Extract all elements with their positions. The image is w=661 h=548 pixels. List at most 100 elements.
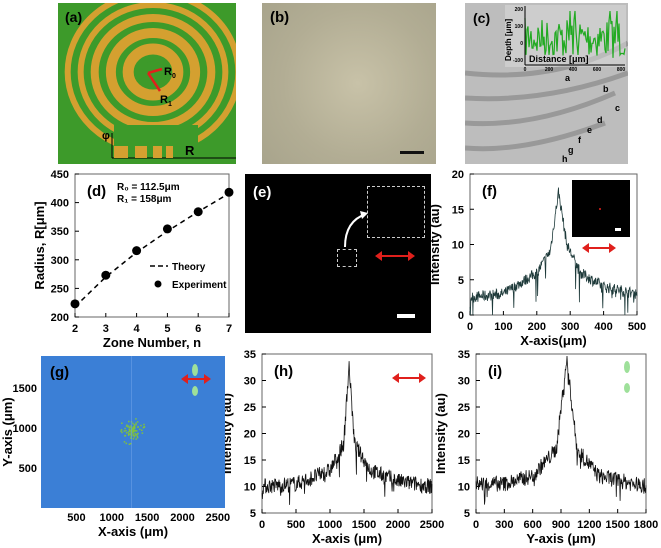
panel-label: (e)	[253, 184, 272, 201]
x-axis-label: Y-axis (μm)	[526, 531, 595, 546]
y-tick-label: 15	[458, 455, 470, 467]
peak-pixel	[128, 420, 130, 423]
y-tick-label: 1000	[13, 423, 37, 435]
peak-pixel	[123, 441, 126, 443]
marker-label: f	[578, 135, 582, 145]
peak-pixel	[139, 428, 141, 431]
peak-pixel	[125, 442, 128, 445]
y-tick-label: 25	[458, 402, 470, 414]
panel-label: (d)	[87, 183, 106, 200]
panel-b-micrograph: (b)	[262, 3, 436, 164]
peak-pixel	[120, 430, 122, 432]
panel-label: (i)	[488, 363, 502, 380]
x-tick-label: 1500	[605, 519, 629, 531]
x-tick-label: 300	[561, 321, 579, 333]
peak-pixel	[135, 424, 137, 426]
y-axis-label: Intensity (au)	[433, 393, 448, 474]
x-tick-label: 0	[259, 519, 265, 531]
double-arrow-icon	[375, 251, 415, 261]
intensity-trace	[469, 187, 638, 316]
x-tick-label: 7	[226, 323, 232, 335]
green-marker	[624, 383, 630, 393]
peak-pixel	[126, 424, 128, 427]
peak-pixel	[127, 433, 130, 435]
peak-pixel	[135, 422, 137, 424]
peak-pixel	[129, 433, 132, 436]
green-marker	[624, 361, 630, 373]
peak-pixel	[121, 431, 123, 434]
x-tick-label: 1800	[634, 519, 658, 531]
peak-pixel	[133, 427, 136, 430]
panel-label: (h)	[274, 363, 293, 380]
r-axis-label: R	[185, 143, 195, 158]
x-tick-label: 2000	[170, 512, 194, 524]
y-axis-label: Radius, R[μm]	[32, 201, 47, 289]
peak-pixel	[127, 425, 130, 427]
y-axis-label: Intensity (au)	[427, 204, 442, 285]
peak-pixel	[120, 428, 123, 431]
peak-pixel	[132, 429, 135, 431]
zone-ring	[105, 28, 201, 116]
peak-pixel	[143, 425, 145, 428]
scale-bar	[615, 228, 621, 231]
x-tick-label: 600	[523, 519, 541, 531]
y-tick-label: 250	[51, 283, 69, 295]
peak-pixel	[135, 438, 137, 440]
peak-pixel	[141, 432, 144, 434]
peak-pixel	[141, 429, 143, 432]
peak-pixel	[129, 430, 131, 433]
peak-pixel	[123, 430, 126, 432]
y-tick-label: 35	[244, 349, 256, 361]
y-tick-label: 20	[452, 169, 464, 181]
panel-label: (c)	[473, 10, 490, 26]
peak-pixel	[132, 422, 134, 425]
y-tick-label: 300	[51, 255, 69, 267]
x-tick-label: 2000	[386, 519, 410, 531]
r0-label: R0	[164, 66, 176, 80]
x-tick-label: 2500	[206, 512, 230, 524]
r1-label: R1	[160, 94, 172, 108]
x-tick-label: 0	[467, 321, 473, 333]
y-tick-label: 200	[51, 312, 69, 324]
y-tick-label: 15	[244, 455, 256, 467]
peak-pixel	[132, 427, 135, 430]
peak-pixel	[133, 436, 135, 438]
y-tick-label: 10	[458, 482, 470, 494]
peak-pixel	[121, 422, 123, 425]
y-tick-label: 10	[452, 240, 464, 252]
focal-spot	[599, 208, 601, 210]
y-tick-label: 25	[244, 402, 256, 414]
peak-pixel	[131, 427, 134, 429]
peak-pixel	[132, 438, 135, 440]
y-tick-label: 450	[51, 169, 69, 181]
curved-arrow-icon	[344, 211, 368, 248]
x-tick-label: 0	[473, 519, 479, 531]
peak-pixel	[134, 432, 136, 435]
legend-experiment-label: Experiment	[172, 280, 227, 291]
y-axis-label: Y-axis (μm)	[0, 397, 15, 466]
peak-pixel	[131, 432, 133, 434]
peak-pixel	[135, 433, 137, 436]
peak-pixel	[131, 428, 134, 431]
x-tick-label: 5	[164, 323, 170, 335]
experiment-point	[162, 224, 172, 234]
y-tick-label: 35	[458, 349, 470, 361]
x-axis-label: X-axis(μm)	[520, 333, 586, 348]
x-tick-label: 2	[72, 323, 78, 335]
legend-theory-label: Theory	[172, 262, 206, 273]
x-tick-label: 500	[67, 512, 85, 524]
scale-bar	[400, 151, 424, 154]
x-tick-label: 1500	[352, 519, 376, 531]
peak-pixel	[125, 425, 128, 427]
peak-pixel	[136, 430, 138, 432]
peak-pixel	[129, 442, 132, 445]
experiment-point	[101, 270, 111, 280]
peak-pixel	[136, 436, 139, 439]
y-tick-label: 400	[51, 198, 69, 210]
intensity-trace	[475, 355, 647, 505]
panel-label: (g)	[50, 364, 69, 381]
x-tick-label: 500	[287, 519, 305, 531]
x-tick-label: 500	[628, 321, 646, 333]
y-tick-label: 350	[51, 226, 69, 238]
